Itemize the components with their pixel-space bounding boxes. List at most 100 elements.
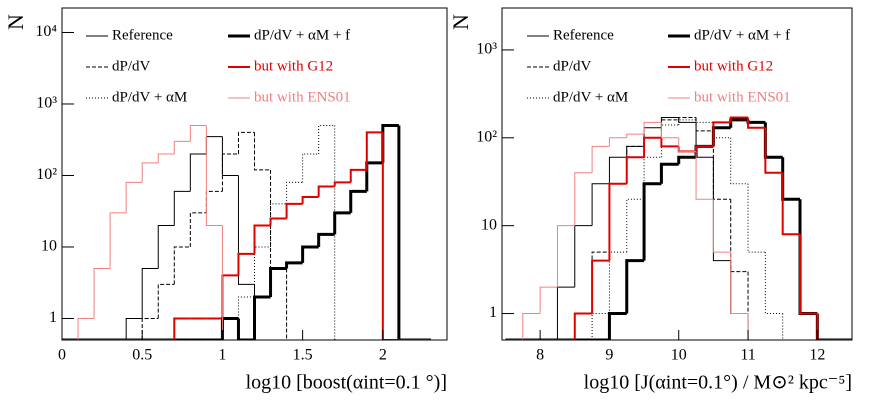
legend-label: dP/dV: [112, 58, 151, 74]
histogram-bin: [626, 145, 645, 158]
histogram-bin: [318, 125, 335, 154]
histogram-bin: [253, 295, 271, 340]
histogram-bin: [205, 125, 223, 226]
histogram-bin: [221, 225, 239, 340]
histogram-bin: [659, 162, 679, 184]
histogram-bin: [695, 117, 714, 132]
histogram-bin: [660, 137, 679, 148]
histogram-bin: [781, 157, 801, 201]
histogram-bin: [626, 145, 645, 184]
histogram-bin: [608, 137, 627, 147]
histogram-bin: [301, 245, 319, 263]
histogram-bin: [747, 117, 766, 129]
histogram-bin: [285, 261, 303, 269]
histogram-bin: [764, 252, 783, 315]
histogram-bin: [746, 119, 766, 124]
histogram-bin: [317, 232, 335, 247]
histogram-bin: [573, 312, 593, 340]
y-tick-label: 10: [41, 238, 57, 255]
histogram-bin: [816, 313, 835, 340]
histogram-bin: [608, 156, 627, 184]
y-tick-label: 1: [49, 309, 57, 326]
histogram-bin: [608, 183, 627, 253]
x-tick-label: 11: [740, 347, 755, 364]
histogram-bin: [253, 224, 271, 254]
histogram-bin: [591, 313, 610, 340]
histogram-bin: [643, 121, 662, 135]
histogram-bin: [626, 133, 645, 138]
histogram-bin: [608, 182, 627, 261]
histogram-bin: [556, 286, 575, 340]
histogram-bin: [237, 175, 255, 285]
histogram-bin: [349, 168, 367, 183]
histogram-bin: [157, 153, 175, 163]
y-tick-label: 10⁴: [35, 23, 57, 40]
histogram-bin: [660, 119, 679, 138]
histogram-bin: [220, 316, 239, 340]
histogram-bin: [269, 217, 287, 226]
y-axis-label: N: [448, 14, 473, 30]
histogram-bin: [747, 313, 766, 340]
histogram-bin: [157, 224, 175, 269]
histogram-bin: [381, 124, 399, 163]
histogram-bin: [660, 124, 679, 158]
histogram-bin: [695, 151, 714, 200]
histogram-bin: [712, 199, 731, 253]
histogram-bin: [712, 122, 731, 139]
legend-label: dP/dV + αM + f: [254, 27, 350, 43]
histogram-bin: [109, 212, 127, 269]
histogram-bin: [574, 225, 593, 288]
histogram-bin: [173, 190, 191, 226]
histogram-bin: [798, 199, 818, 316]
histogram-bin: [189, 153, 207, 192]
histogram-bin: [221, 317, 239, 340]
histogram-bin: [189, 212, 207, 247]
histogram-bin: [730, 137, 749, 185]
histogram-bin: [349, 189, 367, 213]
histogram-bin: [254, 246, 271, 297]
x-tick-label: 0: [58, 347, 66, 364]
histogram-bin: [221, 274, 239, 319]
histogram-bin: [205, 190, 223, 213]
histogram-bin: [317, 185, 335, 198]
histogram-bin: [729, 116, 749, 123]
histogram-bin: [205, 136, 223, 154]
histogram-bin: [695, 122, 714, 158]
histogram-bin: [730, 252, 749, 315]
histogram-bin: [763, 122, 783, 159]
y-tick-label: 10³: [476, 41, 497, 58]
histogram-bin: [712, 157, 731, 262]
histogram-bin: [660, 122, 679, 139]
y-tick-label: 10²: [476, 128, 497, 145]
histogram-bin: [643, 156, 662, 200]
histogram-bin: [254, 284, 271, 340]
y-tick-label: 10: [481, 216, 497, 233]
histogram-bin: [286, 181, 303, 204]
histogram-bin: [173, 246, 191, 285]
histogram-bin: [173, 317, 191, 340]
histogram-bin: [286, 268, 303, 340]
legend-label: but with ENS01: [254, 89, 351, 105]
legend-label: dP/dV + αM: [553, 89, 628, 105]
histogram-bin: [642, 182, 662, 261]
histogram-bin: [302, 153, 319, 183]
x-tick-label: 1.5: [293, 347, 313, 364]
histogram-bin: [678, 117, 697, 120]
histogram-bin: [381, 132, 399, 340]
histogram-bin: [237, 252, 255, 276]
histogram-bin: [77, 317, 95, 340]
histogram-bin: [125, 317, 143, 340]
legend-label: but with G12: [254, 58, 333, 74]
histogram-bin: [730, 199, 749, 273]
histogram-bin: [574, 313, 593, 340]
histogram-bin: [678, 117, 697, 123]
legend-label: Reference: [112, 27, 173, 43]
histogram-bin: [591, 259, 610, 314]
histogram-bin: [285, 202, 303, 219]
histogram-bin: [695, 119, 714, 123]
histogram-bin: [173, 140, 191, 154]
histogram-bin: [157, 283, 175, 319]
histogram-bin: [556, 225, 575, 288]
histogram-bin: [608, 251, 627, 314]
histogram-bin: [221, 153, 239, 192]
